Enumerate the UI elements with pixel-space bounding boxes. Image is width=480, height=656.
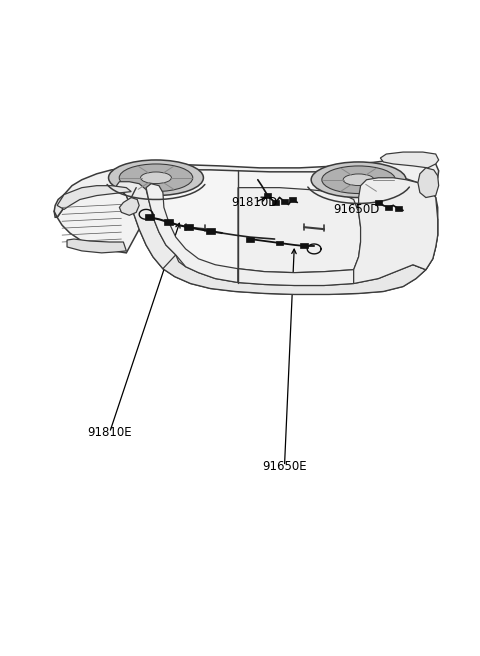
Bar: [206, 228, 215, 234]
Text: 91650D: 91650D: [334, 203, 380, 216]
Text: 91810D: 91810D: [232, 196, 278, 209]
Bar: [281, 199, 288, 204]
Text: 91650E: 91650E: [262, 460, 307, 473]
Polygon shape: [380, 152, 439, 168]
Polygon shape: [238, 269, 354, 285]
Polygon shape: [54, 158, 439, 217]
Polygon shape: [57, 186, 131, 209]
Polygon shape: [57, 186, 139, 253]
Polygon shape: [67, 239, 126, 253]
Bar: [144, 215, 154, 220]
Bar: [395, 206, 402, 211]
Polygon shape: [238, 188, 360, 273]
Bar: [184, 224, 193, 230]
Ellipse shape: [141, 172, 171, 184]
Bar: [246, 237, 254, 241]
Bar: [385, 205, 392, 210]
Polygon shape: [146, 184, 238, 283]
Bar: [264, 193, 271, 198]
Polygon shape: [418, 168, 439, 197]
Polygon shape: [120, 197, 139, 215]
Polygon shape: [54, 195, 72, 217]
Bar: [375, 200, 382, 205]
Polygon shape: [413, 205, 438, 270]
Bar: [300, 243, 308, 249]
Ellipse shape: [119, 164, 193, 192]
Bar: [289, 197, 296, 202]
Polygon shape: [117, 170, 438, 295]
Polygon shape: [354, 178, 438, 283]
Ellipse shape: [322, 166, 396, 194]
Bar: [276, 241, 284, 245]
Bar: [272, 200, 279, 205]
Polygon shape: [117, 182, 210, 279]
Bar: [164, 219, 173, 225]
Ellipse shape: [311, 162, 406, 197]
Polygon shape: [163, 255, 426, 295]
Text: 91810E: 91810E: [87, 426, 132, 440]
Ellipse shape: [343, 174, 374, 186]
Ellipse shape: [108, 160, 204, 195]
